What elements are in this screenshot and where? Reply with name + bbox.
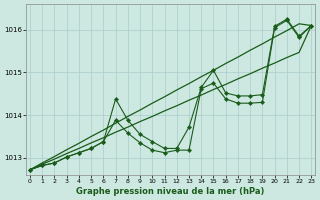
X-axis label: Graphe pression niveau de la mer (hPa): Graphe pression niveau de la mer (hPa) [76,187,265,196]
